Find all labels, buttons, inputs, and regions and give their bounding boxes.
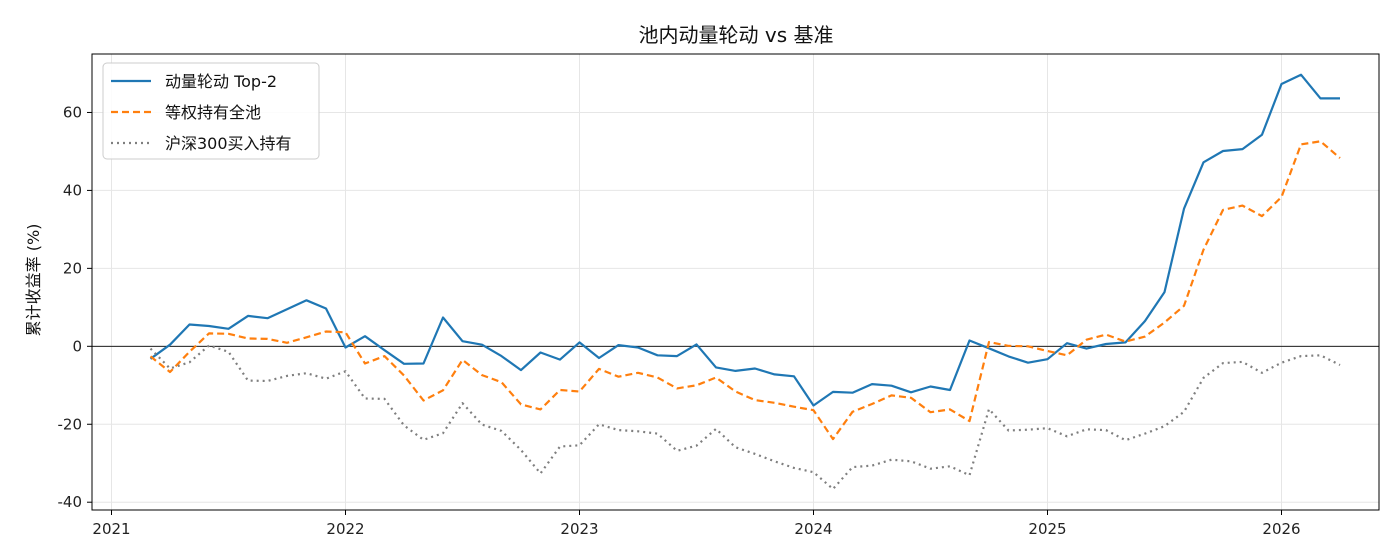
y-tick-label: 20	[63, 259, 82, 277]
x-tick-label: 2024	[794, 520, 832, 538]
y-tick-label: 0	[72, 337, 82, 355]
plot-area-frame	[91, 53, 1380, 511]
y-tick-label: 40	[63, 181, 82, 199]
y-axis-label: 累计收益率 (%)	[24, 224, 43, 337]
legend-label-1: 动量轮动 Top-2	[165, 72, 277, 91]
legend-box	[102, 62, 320, 160]
y-tick-label: 60	[63, 103, 82, 121]
x-tick-label: 2021	[92, 520, 130, 538]
series-line-1	[149, 73, 1340, 407]
x-tick-label: 2026	[1262, 520, 1300, 538]
legend-label-3: 沪深300买入持有	[165, 134, 292, 153]
series-line-2	[149, 140, 1341, 441]
x-tick-label: 2022	[326, 520, 364, 538]
x-axis-ticks: 2021 2022 2023 2024 2025 2026	[92, 510, 1301, 538]
y-tick-label: -20	[58, 415, 83, 433]
y-tick-label: -40	[58, 493, 83, 511]
x-tick-label: 2023	[560, 520, 598, 538]
chart-title: 池内动量轮动 vs 基准	[639, 23, 834, 47]
y-axis-ticks: -40 -20 0 20 40 60	[58, 103, 92, 511]
legend-label-2: 等权持有全池	[165, 103, 261, 122]
series-line-3	[149, 344, 1341, 491]
x-tick-label: 2025	[1028, 520, 1066, 538]
series-lines	[149, 73, 1341, 491]
